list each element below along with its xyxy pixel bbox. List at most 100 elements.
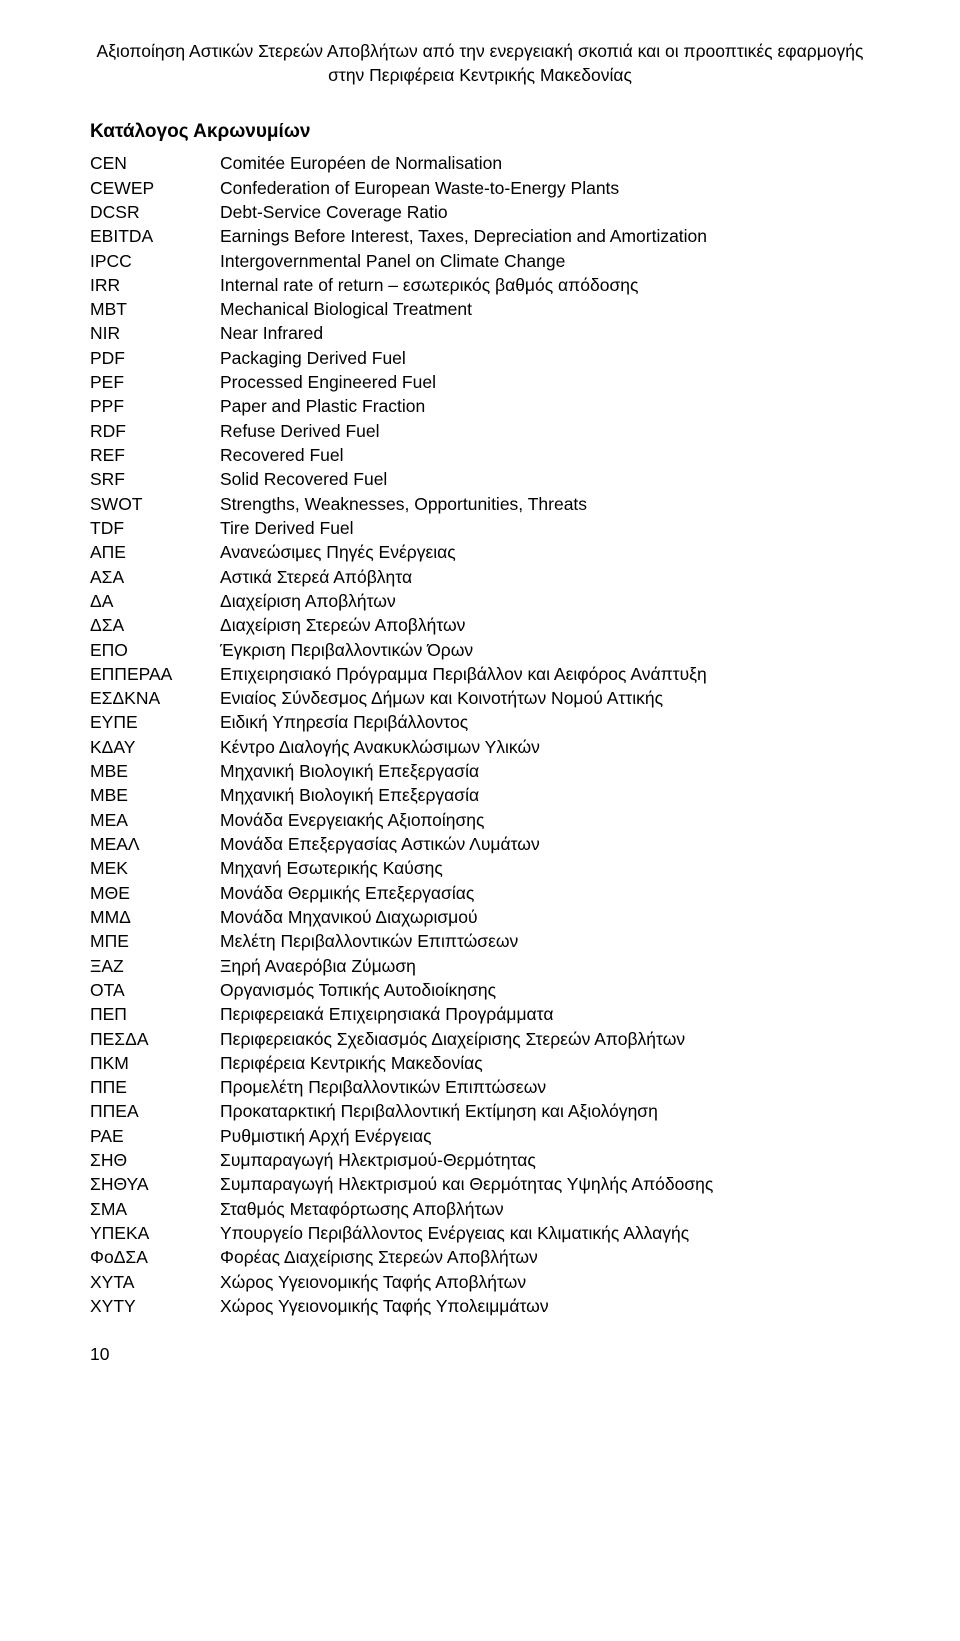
acronym-abbr: SWOT: [90, 492, 220, 516]
acronym-abbr: ΠΚΜ: [90, 1051, 220, 1075]
acronym-abbr: ΦοΔΣΑ: [90, 1245, 220, 1269]
acronym-abbr: ΜΒΕ: [90, 759, 220, 783]
acronym-row: ΠΠΕΑΠροκαταρκτική Περιβαλλοντική Εκτίμησ…: [90, 1099, 870, 1123]
acronym-row: ΡΑΕΡυθμιστική Αρχή Ενέργειας: [90, 1124, 870, 1148]
acronym-row: IPCCIntergovernmental Panel on Climate C…: [90, 249, 870, 273]
acronym-abbr: ΜΒΕ: [90, 783, 220, 807]
acronym-definition: Confederation of European Waste-to-Energ…: [220, 176, 870, 200]
header-line-2: στην Περιφέρεια Κεντρικής Μακεδονίας: [90, 64, 870, 88]
acronym-row: ΜΕΑΛΜονάδα Επεξεργασίας Αστικών Λυμάτων: [90, 832, 870, 856]
acronym-row: ΜΕΚΜηχανή Εσωτερικής Καύσης: [90, 856, 870, 880]
acronym-abbr: CEWEP: [90, 176, 220, 200]
acronym-abbr: ΜΜΔ: [90, 905, 220, 929]
acronym-abbr: REF: [90, 443, 220, 467]
acronym-definition: Διαχείριση Αποβλήτων: [220, 589, 870, 613]
acronym-definition: Ανανεώσιμες Πηγές Ενέργειας: [220, 540, 870, 564]
acronym-row: DCSRDebt-Service Coverage Ratio: [90, 200, 870, 224]
acronym-definition: Μηχανική Βιολογική Επεξεργασία: [220, 759, 870, 783]
acronym-row: ΔΣΑΔιαχείριση Στερεών Αποβλήτων: [90, 613, 870, 637]
acronym-definition: Internal rate of return – εσωτερικός βαθ…: [220, 273, 870, 297]
acronym-row: ΕΠΟΈγκριση Περιβαλλοντικών Όρων: [90, 638, 870, 662]
acronym-row: ΦοΔΣΑΦορέας Διαχείρισης Στερεών Αποβλήτω…: [90, 1245, 870, 1269]
acronym-row: ΔΑΔιαχείριση Αποβλήτων: [90, 589, 870, 613]
acronym-abbr: RDF: [90, 419, 220, 443]
acronym-abbr: EBITDA: [90, 224, 220, 248]
acronym-row: ΕΥΠΕΕιδική Υπηρεσία Περιβάλλοντος: [90, 710, 870, 734]
acronym-definition: Intergovernmental Panel on Climate Chang…: [220, 249, 870, 273]
acronym-definition: Σταθμός Μεταφόρτωσης Αποβλήτων: [220, 1197, 870, 1221]
acronym-abbr: ΑΣΑ: [90, 565, 220, 589]
acronym-definition: Processed Engineered Fuel: [220, 370, 870, 394]
acronym-definition: Μονάδα Μηχανικού Διαχωρισμού: [220, 905, 870, 929]
acronym-abbr: DCSR: [90, 200, 220, 224]
acronym-abbr: ΔΣΑ: [90, 613, 220, 637]
acronym-row: ΠΕΠΠεριφερειακά Επιχειρησιακά Προγράμματ…: [90, 1002, 870, 1026]
acronym-definition: Earnings Before Interest, Taxes, Depreci…: [220, 224, 870, 248]
acronym-abbr: NIR: [90, 321, 220, 345]
acronym-abbr: PDF: [90, 346, 220, 370]
acronym-abbr: ΔΑ: [90, 589, 220, 613]
acronym-definition: Comitée Européen de Normalisation: [220, 151, 870, 175]
acronym-abbr: ΜΠΕ: [90, 929, 220, 953]
acronym-definition: Recovered Fuel: [220, 443, 870, 467]
acronym-definition: Ενιαίος Σύνδεσμος Δήμων και Κοινοτήτων Ν…: [220, 686, 870, 710]
page-number: 10: [90, 1344, 870, 1365]
acronym-row: ΕΠΠΕΡΑΑΕπιχειρησιακό Πρόγραμμα Περιβάλλο…: [90, 662, 870, 686]
document-page: Αξιοποίηση Αστικών Στερεών Αποβλήτων από…: [0, 0, 960, 1415]
acronym-definition: Συμπαραγωγή Ηλεκτρισμού-Θερμότητας: [220, 1148, 870, 1172]
acronym-abbr: ΣΜΑ: [90, 1197, 220, 1221]
acronym-definition: Near Infrared: [220, 321, 870, 345]
acronym-definition: Προκαταρκτική Περιβαλλοντική Εκτίμηση κα…: [220, 1099, 870, 1123]
acronym-row: PPFPaper and Plastic Fraction: [90, 394, 870, 418]
acronym-definition: Paper and Plastic Fraction: [220, 394, 870, 418]
acronym-definition: Μηχανική Βιολογική Επεξεργασία: [220, 783, 870, 807]
acronym-definition: Περιφερειακός Σχεδιασμός Διαχείρισης Στε…: [220, 1027, 870, 1051]
acronym-definition: Μονάδα Θερμικής Επεξεργασίας: [220, 881, 870, 905]
acronym-definition: Συμπαραγωγή Ηλεκτρισμού και Θερμότητας Υ…: [220, 1172, 870, 1196]
section-title: Κατάλογος Ακρωνυμίων: [90, 121, 870, 143]
acronym-abbr: ΚΔΑΥ: [90, 735, 220, 759]
acronym-abbr: ΜΕΑ: [90, 808, 220, 832]
acronym-definition: Χώρος Υγειονομικής Ταφής Υπολειμμάτων: [220, 1294, 870, 1318]
acronym-row: PEFProcessed Engineered Fuel: [90, 370, 870, 394]
acronym-row: ΜΕΑΜονάδα Ενεργειακής Αξιοποίησης: [90, 808, 870, 832]
acronym-definition: Packaging Derived Fuel: [220, 346, 870, 370]
acronym-abbr: ΠΕΠ: [90, 1002, 220, 1026]
acronym-row: IRRInternal rate of return – εσωτερικός …: [90, 273, 870, 297]
acronym-abbr: ΕΥΠΕ: [90, 710, 220, 734]
acronym-abbr: ΧΥΤΑ: [90, 1270, 220, 1294]
acronym-row: ΜΠΕΜελέτη Περιβαλλοντικών Επιπτώσεων: [90, 929, 870, 953]
acronym-row: EBITDAEarnings Before Interest, Taxes, D…: [90, 224, 870, 248]
acronym-abbr: ΜΕΚ: [90, 856, 220, 880]
acronym-abbr: PPF: [90, 394, 220, 418]
acronym-row: TDFTire Derived Fuel: [90, 516, 870, 540]
acronym-abbr: TDF: [90, 516, 220, 540]
acronym-definition: Οργανισμός Τοπικής Αυτοδιοίκησης: [220, 978, 870, 1002]
acronym-row: ΧΥΤΥΧώρος Υγειονομικής Ταφής Υπολειμμάτω…: [90, 1294, 870, 1318]
acronym-abbr: ΕΣΔΚΝΑ: [90, 686, 220, 710]
acronym-row: MBTMechanical Biological Treatment: [90, 297, 870, 321]
acronym-definition: Refuse Derived Fuel: [220, 419, 870, 443]
acronym-row: SWOTStrengths, Weaknesses, Opportunities…: [90, 492, 870, 516]
acronym-abbr: ΑΠΕ: [90, 540, 220, 564]
acronym-definition: Solid Recovered Fuel: [220, 467, 870, 491]
document-header: Αξιοποίηση Αστικών Στερεών Αποβλήτων από…: [90, 40, 870, 87]
acronym-row: ΑΣΑΑστικά Στερεά Απόβλητα: [90, 565, 870, 589]
acronym-abbr: ΜΕΑΛ: [90, 832, 220, 856]
acronym-row: NIRNear Infrared: [90, 321, 870, 345]
acronym-definition: Μονάδα Ενεργειακής Αξιοποίησης: [220, 808, 870, 832]
acronym-row: ΠΕΣΔΑΠεριφερειακός Σχεδιασμός Διαχείριση…: [90, 1027, 870, 1051]
acronym-abbr: ΠΕΣΔΑ: [90, 1027, 220, 1051]
acronym-definition: Ρυθμιστική Αρχή Ενέργειας: [220, 1124, 870, 1148]
acronym-definition: Mechanical Biological Treatment: [220, 297, 870, 321]
acronym-row: SRFSolid Recovered Fuel: [90, 467, 870, 491]
acronym-abbr: MBT: [90, 297, 220, 321]
acronym-definition: Επιχειρησιακό Πρόγραμμα Περιβάλλον και Α…: [220, 662, 870, 686]
acronym-row: ΣΗΘΣυμπαραγωγή Ηλεκτρισμού-Θερμότητας: [90, 1148, 870, 1172]
acronym-row: CEWEPConfederation of European Waste-to-…: [90, 176, 870, 200]
header-line-1: Αξιοποίηση Αστικών Στερεών Αποβλήτων από…: [90, 40, 870, 64]
acronym-definition: Χώρος Υγειονομικής Ταφής Αποβλήτων: [220, 1270, 870, 1294]
acronym-abbr: PEF: [90, 370, 220, 394]
acronym-row: ΞΑΖΞηρή Αναερόβια Ζύμωση: [90, 954, 870, 978]
acronym-definition: Μηχανή Εσωτερικής Καύσης: [220, 856, 870, 880]
